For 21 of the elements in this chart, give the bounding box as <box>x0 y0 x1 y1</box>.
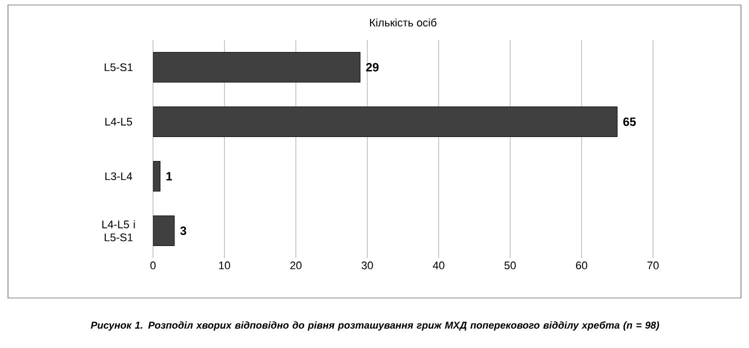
data-label: 3 <box>180 226 186 235</box>
bar <box>153 216 175 246</box>
x-tick-label: 50 <box>504 262 516 270</box>
x-tick-label: 0 <box>150 262 156 270</box>
data-label: 65 <box>623 118 636 126</box>
y-tick-label: L5-S1 <box>104 63 133 72</box>
x-tick-label: 10 <box>219 262 230 270</box>
bar <box>153 52 360 82</box>
x-tick-label: 60 <box>576 262 588 270</box>
x-tick-label: 20 <box>290 262 302 270</box>
y-tick-label: L4-L5 <box>105 118 132 126</box>
x-tick-label: 40 <box>432 262 444 270</box>
y-tick-label: L4-L5 i L5-S1 <box>102 220 135 242</box>
y-tick-label: L3-L4 <box>105 172 132 180</box>
data-label: 1 <box>166 172 172 180</box>
data-label: 29 <box>366 63 379 72</box>
x-tick-label: 70 <box>647 262 659 270</box>
text: Рисунок 1. Розподіл хворих відповідно до рівня розташування гриж МХД поперекового відділу хребта (n = 98) <box>90 321 660 331</box>
x-tick-label: 30 <box>362 262 373 270</box>
bar <box>153 106 618 137</box>
chart-title: Кількість осіб <box>370 18 436 27</box>
